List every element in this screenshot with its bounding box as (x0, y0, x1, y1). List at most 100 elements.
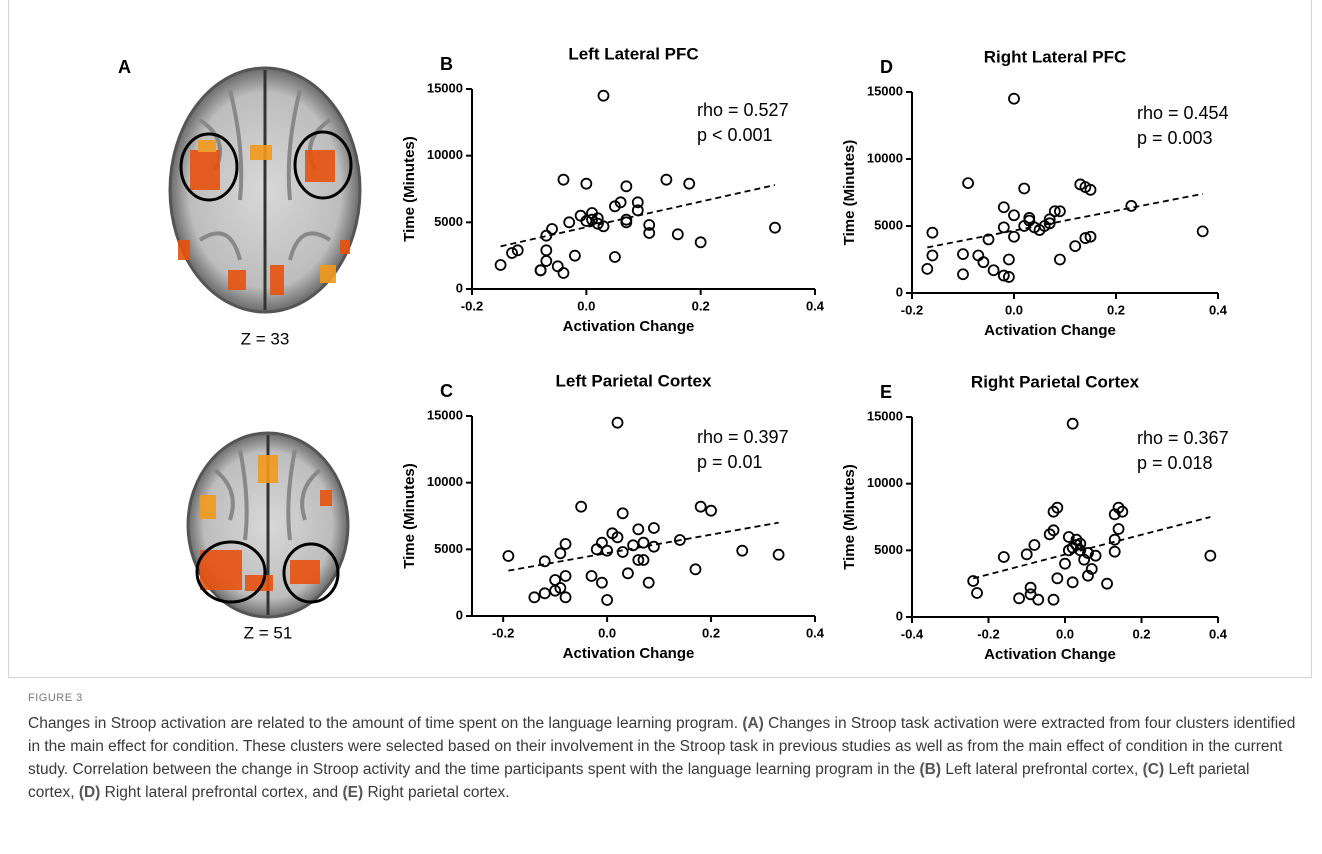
data-point (633, 524, 643, 534)
data-point (561, 571, 571, 581)
data-point (1110, 547, 1120, 557)
data-point (613, 418, 623, 428)
data-point (649, 523, 659, 533)
data-point (529, 592, 539, 602)
data-point (649, 542, 659, 552)
data-point (1198, 226, 1208, 236)
data-point (958, 269, 968, 279)
data-point (564, 217, 574, 227)
data-point (774, 550, 784, 560)
x-tick-label: 0.4 (806, 625, 825, 640)
data-point (592, 544, 602, 554)
y-tick-label: 10000 (427, 474, 463, 489)
x-tick-label: 0.4 (1209, 626, 1228, 641)
caption-segment: Changes in Stroop activation are related… (28, 715, 742, 732)
y-tick-label: 10000 (867, 150, 903, 165)
data-point (581, 179, 591, 189)
data-point (661, 175, 671, 185)
data-point (978, 257, 988, 267)
data-point (770, 223, 780, 233)
data-point (1014, 593, 1024, 603)
annotation: p = 0.018 (1137, 453, 1213, 473)
y-tick-label: 15000 (427, 407, 463, 422)
data-point (673, 229, 683, 239)
caption-segment: Right parietal cortex. (363, 784, 509, 801)
data-point (690, 564, 700, 574)
annotation: p < 0.001 (697, 125, 773, 145)
data-point (496, 260, 506, 270)
data-point (989, 265, 999, 275)
data-point (570, 251, 580, 261)
annotation: rho = 0.527 (697, 100, 789, 120)
data-point (618, 547, 628, 557)
data-point (972, 588, 982, 598)
data-point (561, 592, 571, 602)
data-point (696, 502, 706, 512)
panel-label: C (440, 381, 453, 401)
y-tick-label: 15000 (867, 408, 903, 423)
data-point (1068, 577, 1078, 587)
data-point (1009, 232, 1019, 242)
chart-title: Left Parietal Cortex (556, 371, 712, 390)
data-point (922, 264, 932, 274)
y-tick-label: 0 (896, 608, 903, 623)
chart-title: Left Lateral PFC (568, 44, 698, 63)
data-point (553, 261, 563, 271)
chart: CLeft Parietal Cortex050001000015000-0.2… (401, 371, 825, 661)
y-tick-label: 5000 (874, 217, 903, 232)
chart: ERight Parietal Cortex050001000015000-0.… (841, 372, 1229, 662)
data-point (644, 578, 654, 588)
data-point (1126, 201, 1136, 211)
data-point (1004, 255, 1014, 265)
x-tick-label: 0.0 (598, 625, 616, 640)
data-point (963, 178, 973, 188)
data-point (555, 548, 565, 558)
x-tick-label: 0.2 (1107, 302, 1125, 317)
data-point (927, 228, 937, 238)
y-tick-label: 0 (456, 280, 463, 295)
y-tick-label: 10000 (427, 147, 463, 162)
x-axis-label: Activation Change (563, 318, 695, 335)
x-tick-label: 0.0 (577, 298, 595, 313)
y-tick-label: 0 (896, 284, 903, 299)
data-point (628, 540, 638, 550)
data-point (684, 179, 694, 189)
annotation: rho = 0.397 (697, 427, 789, 447)
data-point (999, 222, 1009, 232)
x-tick-label: -0.2 (901, 302, 923, 317)
trend-line (927, 194, 1202, 248)
x-tick-label: -0.2 (492, 625, 514, 640)
data-point (503, 551, 513, 561)
y-tick-label: 5000 (434, 541, 463, 556)
data-point (558, 268, 568, 278)
x-tick-label: 0.2 (692, 298, 710, 313)
trend-line (973, 517, 1210, 578)
data-point (602, 546, 612, 556)
y-tick-label: 10000 (867, 475, 903, 490)
y-tick-label: 5000 (434, 214, 463, 229)
data-point (1060, 559, 1070, 569)
data-point (1068, 419, 1078, 429)
data-point (541, 256, 551, 266)
data-point (618, 508, 628, 518)
panel-label: E (880, 382, 892, 402)
y-tick-label: 15000 (867, 83, 903, 98)
data-point (1033, 595, 1043, 605)
data-point (999, 552, 1009, 562)
data-point (576, 502, 586, 512)
x-tick-label: 0.2 (702, 625, 720, 640)
data-point (621, 181, 631, 191)
caption-segment: (D) (79, 784, 101, 801)
annotation: rho = 0.454 (1137, 103, 1229, 123)
x-tick-label: 0.0 (1005, 302, 1023, 317)
x-tick-label: -0.2 (977, 626, 999, 641)
data-point (561, 539, 571, 549)
caption-segment: Left lateral prefrontal cortex, (941, 761, 1143, 778)
panel-label: D (880, 57, 893, 77)
data-point (999, 202, 1009, 212)
caption-segment: (A) (742, 715, 764, 732)
data-point (1009, 210, 1019, 220)
annotation: p = 0.003 (1137, 128, 1213, 148)
data-point (623, 568, 633, 578)
